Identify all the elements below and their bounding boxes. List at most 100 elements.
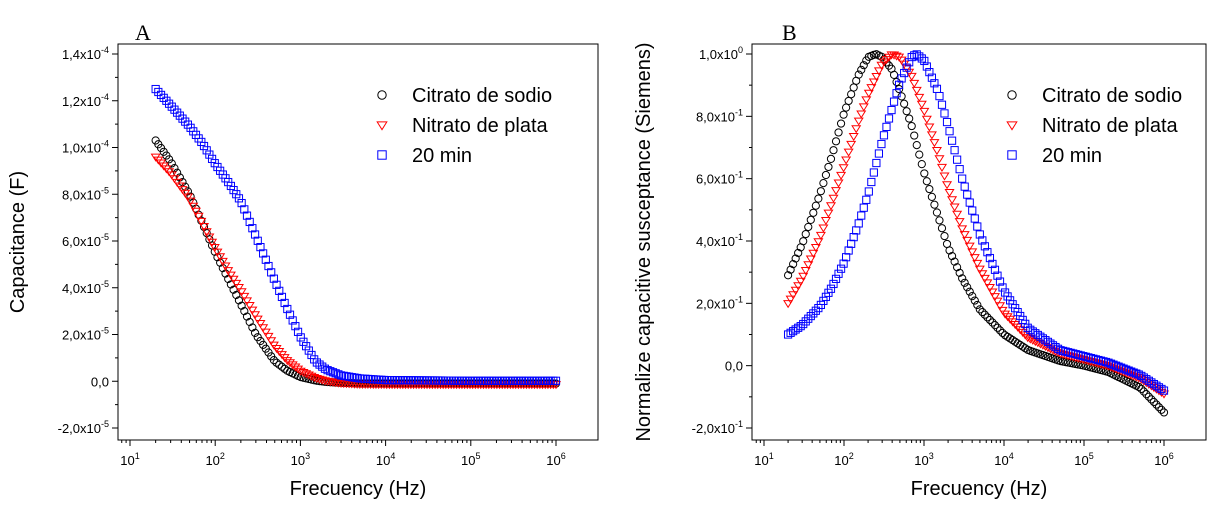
data-point — [259, 249, 268, 258]
data-point — [239, 292, 250, 301]
data-point — [1020, 331, 1031, 340]
data-point — [894, 84, 904, 94]
data-point — [790, 286, 801, 295]
data-point — [269, 356, 278, 365]
data-point — [963, 190, 972, 199]
data-point — [209, 243, 220, 253]
data-point — [299, 337, 308, 346]
data-point — [287, 361, 298, 370]
data-point — [272, 358, 281, 367]
data-point — [331, 369, 340, 378]
x-tick-label: 106 — [1154, 451, 1173, 468]
data-point — [861, 96, 872, 105]
data-point — [922, 62, 931, 71]
x-tick-label: 103 — [914, 451, 933, 468]
legend: Citrato de sodio Nitrato de plata 20 min — [1006, 85, 1182, 167]
data-point — [844, 96, 853, 106]
data-point — [825, 202, 837, 211]
data-point — [945, 246, 954, 255]
data-point — [985, 315, 995, 325]
data-point — [838, 164, 849, 173]
data-point — [151, 84, 160, 94]
data-point — [957, 225, 968, 234]
data-point — [326, 367, 335, 376]
data-point — [942, 117, 952, 127]
data-point — [207, 154, 217, 163]
y-tick-label: 2,0x10-1 — [696, 294, 743, 311]
data-point — [889, 70, 899, 79]
data-point — [869, 168, 878, 177]
data-point — [1005, 315, 1016, 324]
data-point — [801, 229, 810, 239]
data-point — [1021, 344, 1030, 353]
data-point — [255, 319, 266, 329]
data-point — [959, 231, 970, 240]
data-point — [806, 215, 815, 224]
data-point — [162, 96, 171, 105]
data-point — [917, 54, 926, 63]
data-point — [804, 222, 813, 232]
data-point — [955, 268, 964, 277]
data-point — [175, 111, 184, 120]
series-20-min — [151, 84, 561, 385]
data-point — [831, 274, 841, 283]
x-tick-label: 104 — [994, 451, 1013, 468]
data-point — [834, 128, 843, 137]
data-point — [1159, 408, 1169, 417]
data-point — [1159, 386, 1169, 395]
x-tick-label: 105 — [1074, 451, 1093, 468]
data-point — [941, 181, 953, 190]
y-axis-title: Capacitance (F) — [7, 171, 29, 313]
series-nitrato-de-plata — [150, 153, 562, 390]
data-point — [196, 217, 207, 226]
data-point — [925, 68, 934, 77]
data-point — [836, 264, 846, 273]
data-point — [323, 366, 332, 375]
data-point — [862, 195, 871, 204]
data-point — [240, 307, 249, 316]
data-point — [1157, 405, 1166, 414]
data-point — [947, 196, 958, 205]
data-point — [231, 279, 242, 288]
data-point — [811, 201, 820, 210]
data-point — [233, 283, 244, 293]
data-point — [232, 190, 241, 199]
data-point — [849, 233, 858, 242]
data-point — [232, 290, 241, 300]
data-point — [237, 301, 246, 310]
data-point — [929, 139, 940, 148]
data-point — [193, 212, 204, 221]
data-point — [1147, 395, 1156, 404]
data-point — [834, 269, 843, 278]
data-point — [974, 265, 985, 274]
data-point — [288, 316, 297, 325]
data-point — [551, 376, 561, 385]
y-tick-label: 6,0x10-1 — [696, 170, 743, 187]
data-point — [229, 185, 238, 195]
data-point — [907, 52, 916, 62]
legend-label: Nitrato de plata — [1042, 115, 1179, 137]
data-point — [796, 322, 805, 331]
data-point — [275, 360, 284, 369]
data-point — [969, 254, 980, 263]
data-point — [921, 115, 932, 124]
data-point — [207, 238, 218, 247]
data-point — [237, 198, 246, 208]
data-point — [983, 248, 992, 257]
data-point — [950, 146, 959, 155]
data-point — [990, 321, 1000, 330]
data-point — [811, 306, 820, 315]
data-point — [914, 93, 925, 102]
data-point — [240, 205, 249, 214]
series-citrato-de-sodio — [783, 50, 1169, 417]
data-point — [975, 230, 984, 239]
data-point — [924, 123, 935, 132]
data-point — [806, 311, 815, 321]
data-point — [783, 271, 793, 280]
data-point — [982, 279, 993, 288]
data-point — [1154, 403, 1164, 412]
data-point — [205, 150, 214, 159]
data-point — [978, 307, 987, 317]
data-point — [1000, 310, 1011, 319]
data-point — [847, 239, 856, 248]
